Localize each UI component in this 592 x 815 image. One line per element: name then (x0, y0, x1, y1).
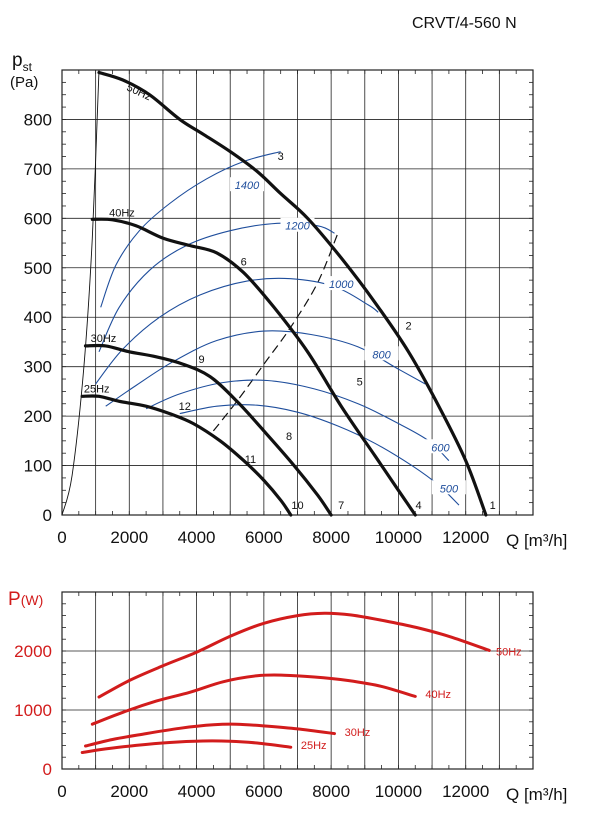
rpm-label-500: 500 (440, 483, 459, 495)
y-tick-label: 300 (24, 358, 52, 377)
fan-curve-50Hz (97, 70, 488, 517)
rpm-label-600: 600 (431, 442, 450, 454)
plot-frame (61, 591, 534, 770)
pressure-ylabel: pst (12, 50, 33, 74)
rpm-curve-600 (145, 379, 450, 461)
operating-point-label: 9 (199, 354, 205, 366)
system-curve-steep (61, 69, 100, 516)
x-tick-label: 6000 (245, 782, 283, 801)
y-tick-label: 200 (24, 407, 52, 426)
series-label-40Hz: 40Hz (109, 207, 135, 219)
x-tick-label: 12000 (442, 528, 489, 547)
x-tick-label: 10000 (375, 782, 422, 801)
y-tick-label: 0 (43, 506, 52, 525)
rpm-label-bg (423, 439, 458, 454)
y-tick-label: 600 (24, 209, 52, 228)
y-tick-label: 800 (24, 110, 52, 129)
pressure-chart: 0 2000 4000 6000 8000 10000 12000 0 100 200 300 400… (24, 69, 534, 547)
power-curve-30Hz (84, 722, 336, 748)
power-chart: 0 2000 4000 6000 8000 10000 12000 0 1000 2000 50Hz… (14, 591, 534, 801)
x-tick-label: 4000 (178, 782, 216, 801)
pressure-ylabel-main: p (12, 50, 23, 71)
x-tick-label: 6000 (245, 528, 283, 547)
operating-point-label: 7 (338, 500, 344, 512)
power-xlabel: Q [m³/h] (506, 785, 567, 804)
operating-point-label: 11 (245, 454, 256, 466)
fan-curve-40Hz (90, 217, 417, 517)
x-tick-label: 12000 (442, 782, 489, 801)
y-tick-label: 700 (24, 160, 52, 179)
rpm-curve-800 (105, 330, 426, 407)
x-tick-label: 10000 (375, 528, 422, 547)
operating-point-label: 3 (278, 151, 284, 163)
power-curve-40Hz (90, 673, 417, 726)
rpm-label-bg (324, 276, 359, 291)
rpm-label-bg (364, 346, 399, 361)
x-tick-label: 8000 (312, 782, 350, 801)
series-label-25Hz: 25Hz (84, 383, 110, 395)
power-series-label-30Hz: 30Hz (345, 727, 371, 739)
pressure-ylabel-sub: st (23, 60, 33, 74)
x-tick-label: 4000 (178, 528, 216, 547)
rpm-label-bg (431, 480, 466, 495)
x-tick-label: 8000 (312, 528, 350, 547)
operating-point-label: 8 (286, 431, 292, 443)
y-tick-label: 1000 (14, 701, 52, 720)
y-tick-label: 0 (43, 760, 52, 779)
plot-frame (61, 69, 534, 516)
power-ylabel-main: P (8, 589, 21, 610)
fan-curve-30Hz (83, 343, 333, 517)
y-tick-label: 100 (24, 457, 52, 476)
power-curve-50Hz (97, 611, 491, 699)
rpm-label-bg (230, 177, 265, 192)
y-tick-label: 400 (24, 308, 52, 327)
y-tick-label: 500 (24, 259, 52, 278)
rpm-label-1400: 1400 (235, 180, 260, 192)
rpm-curve-500 (179, 404, 460, 506)
power-ylabel: P(W) (8, 589, 43, 610)
power-ylabel-unit: (W) (21, 592, 44, 608)
pressure-xlabel: Q [m³/h] (506, 531, 567, 550)
system-curve-dashed (212, 232, 339, 432)
rpm-label-1000: 1000 (329, 279, 354, 291)
power-curve-25Hz (80, 739, 293, 754)
rpm-label-bg (280, 217, 315, 232)
y-tick-label: 2000 (14, 642, 52, 661)
x-tick-label: 2000 (110, 782, 148, 801)
rpm-curve-1000 (95, 277, 379, 385)
pressure-ylabel-unit: (Pa) (10, 74, 38, 91)
x-tick-label: 0 (57, 528, 66, 547)
chart-title: CRVT/4-560 N (412, 15, 517, 32)
operating-point-label: 12 (179, 401, 191, 413)
series-label-30Hz: 30Hz (91, 333, 117, 345)
operating-point-label: 1 (490, 500, 496, 512)
operating-point-label: 4 (416, 500, 422, 512)
operating-point-label: 2 (405, 321, 411, 333)
x-tick-label: 0 (57, 782, 66, 801)
operating-point-label: 6 (241, 256, 247, 268)
operating-point-label: 5 (357, 376, 363, 388)
x-tick-label: 2000 (110, 528, 148, 547)
power-series-label-40Hz: 40Hz (425, 689, 451, 701)
rpm-label-800: 800 (372, 349, 391, 361)
power-series-label-50Hz: 50Hz (496, 646, 522, 658)
rpm-label-1200: 1200 (285, 221, 310, 233)
power-series-label-25Hz: 25Hz (301, 740, 327, 752)
fan-curve-25Hz (80, 394, 293, 517)
operating-point-label: 10 (291, 500, 303, 512)
